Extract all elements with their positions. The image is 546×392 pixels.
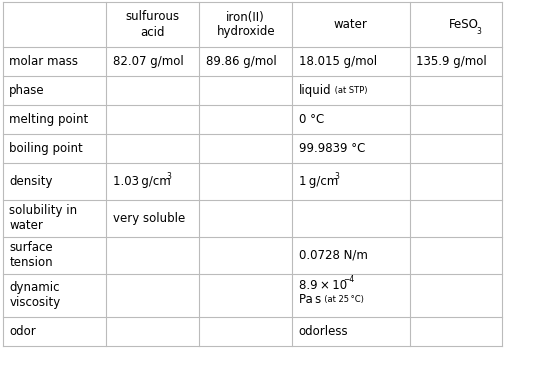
Text: solubility in
water: solubility in water (9, 204, 78, 232)
Text: dynamic
viscosity: dynamic viscosity (9, 281, 61, 309)
Text: 3: 3 (477, 27, 482, 36)
Text: 82.07 g/mol: 82.07 g/mol (113, 55, 184, 68)
Text: 18.015 g/mol: 18.015 g/mol (299, 55, 377, 68)
Text: density: density (9, 175, 53, 188)
Text: (at STP): (at STP) (333, 86, 367, 95)
Text: liquid: liquid (299, 84, 331, 97)
Text: phase: phase (9, 84, 45, 97)
Text: 135.9 g/mol: 135.9 g/mol (416, 55, 487, 68)
Text: 8.9 × 10: 8.9 × 10 (299, 279, 347, 292)
Text: 3: 3 (167, 172, 171, 181)
Text: very soluble: very soluble (113, 212, 185, 225)
Text: 0.0728 N/m: 0.0728 N/m (299, 249, 367, 262)
Text: 89.86 g/mol: 89.86 g/mol (206, 55, 277, 68)
Text: FeSO: FeSO (449, 18, 479, 31)
Text: 3: 3 (334, 172, 339, 181)
Text: 0 °C: 0 °C (299, 113, 324, 126)
Text: melting point: melting point (9, 113, 88, 126)
Text: odorless: odorless (299, 325, 348, 338)
Text: boiling point: boiling point (9, 142, 83, 155)
Text: 1 g/cm: 1 g/cm (299, 175, 338, 188)
Text: 99.9839 °C: 99.9839 °C (299, 142, 365, 155)
Text: molar mass: molar mass (9, 55, 78, 68)
Text: surface
tension: surface tension (9, 241, 53, 269)
Text: iron(II)
hydroxide: iron(II) hydroxide (216, 11, 275, 38)
Text: odor: odor (9, 325, 36, 338)
Text: (at 25 °C): (at 25 °C) (321, 295, 364, 303)
Text: water: water (334, 18, 368, 31)
Text: sulfurous
acid: sulfurous acid (126, 11, 180, 38)
Text: Pa s: Pa s (299, 292, 321, 306)
Text: 1.03 g/cm: 1.03 g/cm (113, 175, 171, 188)
Text: −4: −4 (343, 275, 355, 284)
